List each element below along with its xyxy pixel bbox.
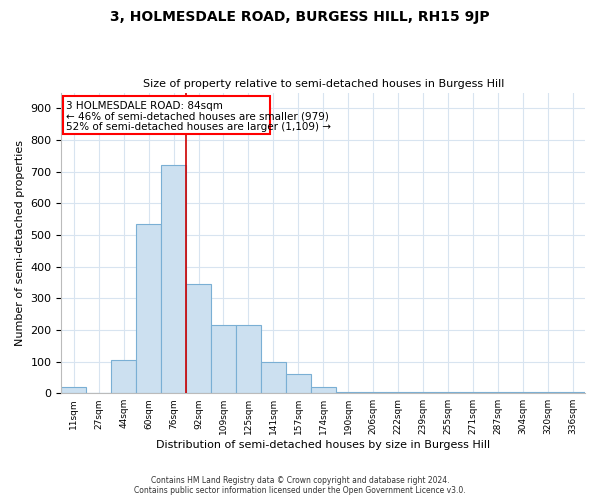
Bar (62, 96, 269, 134)
Text: Contains HM Land Registry data © Crown copyright and database right 2024.
Contai: Contains HM Land Registry data © Crown c… (134, 476, 466, 495)
Bar (236, 325, 261, 393)
Bar (436, 392, 460, 393)
Bar (186, 284, 211, 393)
Bar (560, 392, 585, 393)
Text: 52% of semi-detached houses are larger (1,109) →: 52% of semi-detached houses are larger (… (67, 122, 331, 132)
Title: Size of property relative to semi-detached houses in Burgess Hill: Size of property relative to semi-detach… (143, 79, 504, 89)
Bar (111, 360, 136, 393)
Bar (211, 325, 236, 393)
Bar (410, 392, 436, 393)
Y-axis label: Number of semi-detached properties: Number of semi-detached properties (15, 140, 25, 346)
Bar (335, 392, 361, 393)
Bar (386, 392, 410, 393)
Bar (361, 392, 386, 393)
Bar (61, 387, 86, 393)
Bar (485, 392, 510, 393)
Bar (286, 374, 311, 393)
Text: 3, HOLMESDALE ROAD, BURGESS HILL, RH15 9JP: 3, HOLMESDALE ROAD, BURGESS HILL, RH15 9… (110, 10, 490, 24)
Bar (136, 224, 161, 393)
Bar (261, 362, 286, 393)
Text: ← 46% of semi-detached houses are smaller (979): ← 46% of semi-detached houses are smalle… (67, 112, 329, 122)
Bar (311, 387, 335, 393)
Bar (510, 392, 535, 393)
Bar (161, 166, 186, 393)
Bar (460, 392, 485, 393)
Text: 3 HOLMESDALE ROAD: 84sqm: 3 HOLMESDALE ROAD: 84sqm (67, 102, 223, 112)
Bar (535, 392, 560, 393)
X-axis label: Distribution of semi-detached houses by size in Burgess Hill: Distribution of semi-detached houses by … (156, 440, 490, 450)
